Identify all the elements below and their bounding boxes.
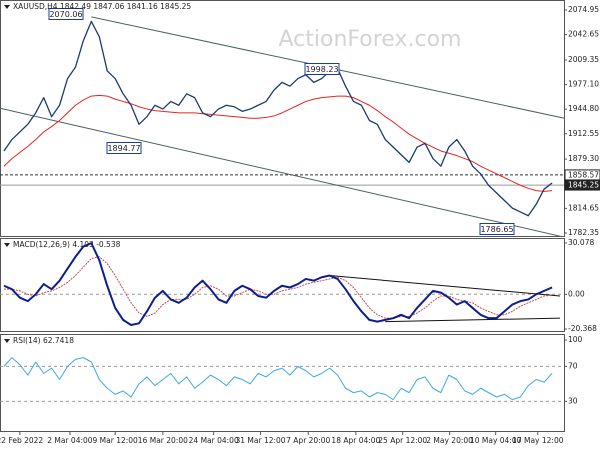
y-tick-label: -20.368 (568, 324, 597, 333)
annotation-box (106, 142, 142, 154)
plot-area: ActionForex.com (0, 16, 564, 237)
watermark: ActionForex.com (279, 27, 462, 52)
annotation: 1998.23 (305, 65, 338, 74)
panel-frame (0, 0, 565, 237)
annotation: 2070.06 (49, 10, 82, 19)
series-line (3, 256, 553, 319)
y-tick-label: 1944.80 (568, 104, 599, 113)
panel-title: RSI(14) 62.7418 (13, 336, 74, 345)
y-tick-label: 30 (568, 396, 578, 405)
panel-frame (0, 334, 565, 432)
price-badge (564, 179, 600, 191)
y-tick-label: 0.00 (568, 289, 585, 298)
trend-line (329, 275, 561, 297)
x-tick-label: 2 May 20:00 (426, 436, 473, 445)
title-arrow (4, 339, 10, 343)
plot-area (0, 242, 564, 327)
x-tick-label: 7 Apr 20:00 (286, 436, 330, 445)
y-tick-label: 1879.30 (568, 154, 599, 163)
y-tick-label: 30.078 (568, 238, 594, 247)
x-tick-label: 17 May 12:00 (512, 436, 564, 445)
y-tick-label: 1977.10 (568, 80, 599, 89)
x-tick-label: 22 Feb 2022 (0, 436, 43, 445)
panel-frame (0, 238, 565, 332)
y-tick-label: 70 (568, 361, 578, 370)
title-arrow (4, 5, 10, 9)
x-tick-label: 16 Mar 20:00 (138, 436, 188, 445)
x-tick-label: 18 Apr 04:00 (331, 436, 380, 445)
y-tick-label: 100 (568, 335, 583, 344)
series-line (3, 20, 553, 217)
y-tick-label: 2009.35 (568, 55, 599, 64)
plot-area (0, 357, 564, 402)
x-tick-label: 2 Mar 04:00 (47, 436, 93, 445)
annotation-box (48, 8, 84, 20)
y-tick-label: 1782.35 (568, 228, 599, 237)
price-badge-label: 1845.25 (568, 181, 599, 190)
series-line (3, 242, 553, 327)
y-tick-label: 1814.65 (568, 203, 599, 212)
y-tick-label: 2074.95 (568, 5, 599, 14)
title-arrow (4, 243, 10, 247)
annotation: 1894.77 (107, 144, 140, 153)
x-tick-label: 25 Apr 12:00 (378, 436, 427, 445)
trend-line (0, 107, 564, 237)
x-tick-label: 9 Mar 12:00 (93, 436, 139, 445)
series-line (3, 94, 553, 192)
panel-title: XAUUSD,H4 1842.49 1847.06 1841.16 1845.2… (13, 2, 191, 11)
panel-title: MACD(12,26,9) 4.103 -0.538 (13, 240, 121, 249)
annotation: 1786.65 (480, 225, 513, 234)
x-tick-label: 10 May 04:00 (470, 436, 522, 445)
y-tick-label: 2042.65 (568, 30, 599, 39)
x-tick-label: 24 Mar 04:00 (189, 436, 239, 445)
trend-line (385, 317, 561, 323)
annotation-box (304, 63, 340, 75)
series-line (3, 357, 553, 401)
price-badge-label: 1858.57 (568, 170, 599, 179)
x-tick-label: 31 Mar 12:00 (236, 436, 286, 445)
y-tick-label: 1912.55 (568, 129, 599, 138)
annotation-box (479, 223, 515, 235)
